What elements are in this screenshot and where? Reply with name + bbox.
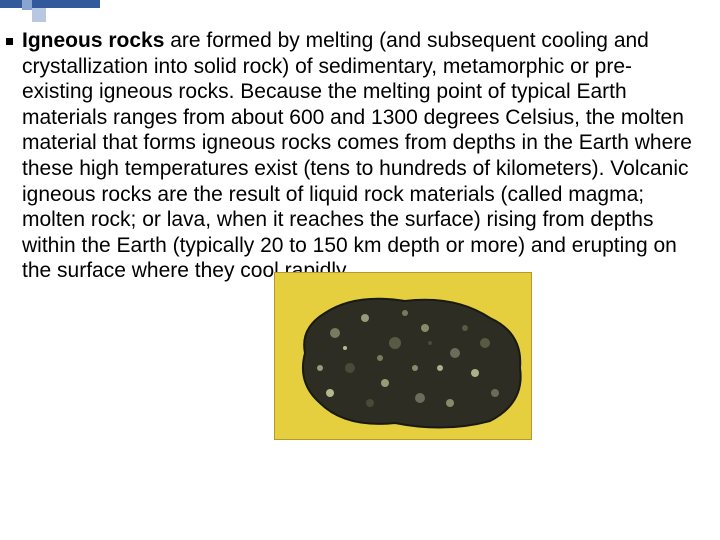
rock-figure bbox=[274, 272, 532, 440]
paragraph-text: are formed by melting (and subsequent co… bbox=[22, 29, 692, 282]
bullet-icon bbox=[6, 38, 13, 45]
corner-square-large bbox=[32, 8, 46, 22]
rock-illustration bbox=[275, 273, 532, 440]
bold-lead: Igneous rocks bbox=[22, 29, 164, 52]
body-paragraph: Igneous rocks are formed by melting (and… bbox=[22, 28, 698, 284]
corner-bar bbox=[0, 0, 100, 8]
slide-content: Igneous rocks are formed by melting (and… bbox=[22, 28, 698, 440]
corner-decoration bbox=[0, 0, 100, 22]
corner-square-small bbox=[22, 0, 32, 10]
